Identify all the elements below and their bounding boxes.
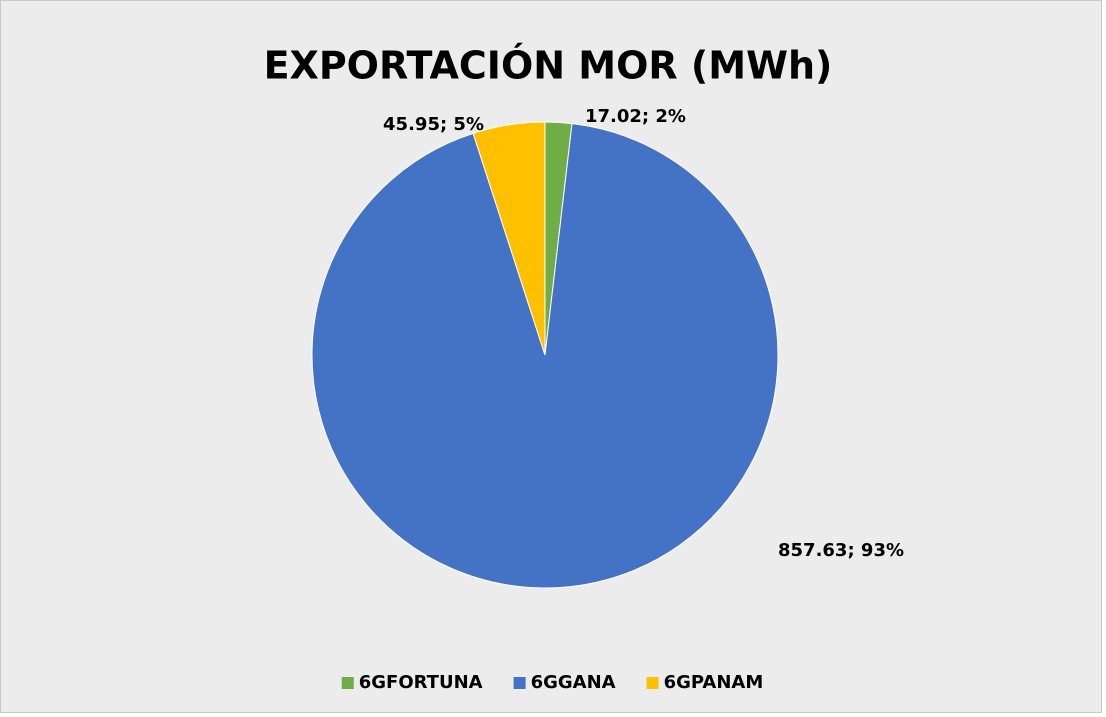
data-label: 857.63; 93% — [778, 540, 904, 561]
data-label: 17.02; 2% — [585, 106, 686, 127]
pie-slice — [311, 123, 779, 589]
pie-slice — [472, 121, 546, 356]
data-label: 45.95; 5% — [383, 114, 484, 135]
chart-title: EXPORTACIÓN MOR (MWh) — [264, 44, 833, 88]
legend-label: 6GPANAM — [664, 672, 764, 693]
legend-label: 6GGANA — [531, 672, 616, 693]
legend-swatch — [341, 677, 354, 689]
legend-label: 6GFORTUNA — [359, 672, 483, 693]
legend-swatch — [646, 677, 659, 689]
legend-swatch — [513, 677, 526, 689]
